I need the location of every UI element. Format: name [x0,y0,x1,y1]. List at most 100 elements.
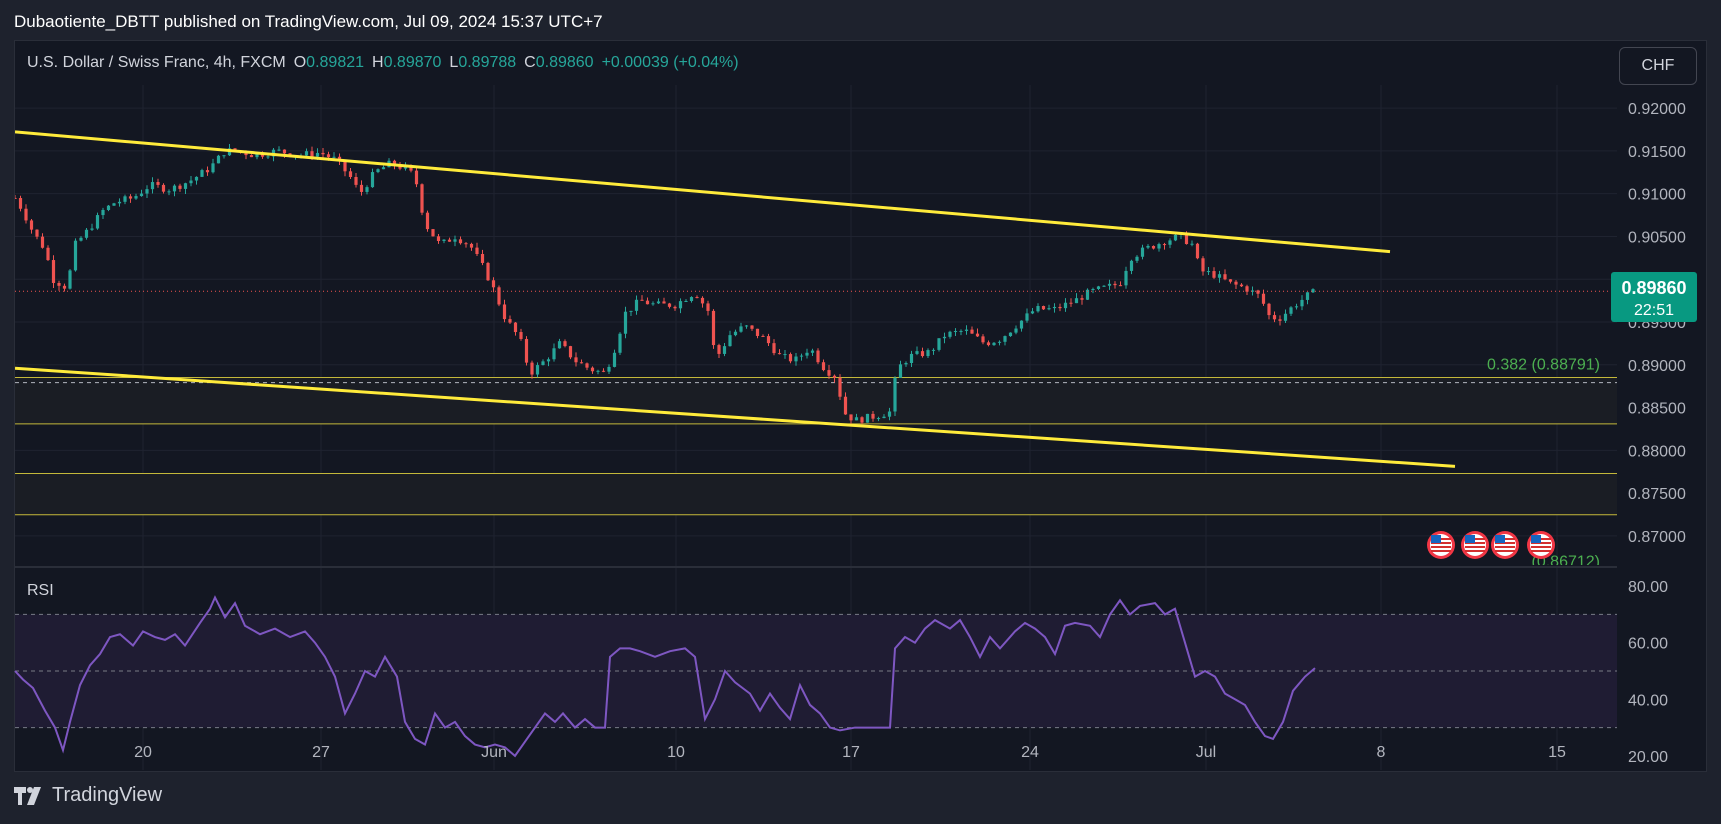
candle-body [1261,293,1266,304]
candle-body [469,243,474,248]
candle-body [904,363,908,365]
candle-body [1019,320,1024,329]
time-tick-label: 27 [312,744,330,761]
candle-body [1135,256,1139,261]
candle-body [1118,285,1123,287]
candle-body [453,239,457,242]
price-tag-box [1611,272,1697,322]
candle-body [35,229,39,237]
candle-body [255,153,259,158]
candle-body [1146,245,1150,248]
publish-info: Dubaotiente_DBTT published on TradingVie… [14,12,603,31]
candle-body [1184,233,1189,245]
candle-body [557,341,562,349]
candle-body [1014,328,1018,333]
currency-button[interactable]: CHF [1619,47,1697,85]
rsi-tick-label: 60.00 [1628,636,1668,653]
candle-body [1162,244,1167,246]
candle-body [321,152,325,155]
candle-body [431,229,435,237]
candle-body [1124,270,1128,286]
candle-body [876,418,881,420]
candle-body [101,209,105,216]
candles [15,144,1617,425]
time-axis[interactable]: 20 27 Jun 10 17 24 Jul 8 15 [134,744,1566,761]
low-label: L [449,54,459,71]
candle-body [1283,313,1288,321]
candle-body [1069,302,1073,304]
candle-body [1300,299,1304,307]
candle-body [68,270,72,289]
candle-body [684,300,688,302]
rsi-tick-label: 20.00 [1628,749,1668,766]
us-flag-icon[interactable] [1461,531,1489,559]
candle-body [579,362,584,364]
time-tick-label: 17 [842,744,860,761]
candle-body [794,356,798,362]
price-tick-label: 0.88000 [1628,443,1686,460]
candle-body [178,185,182,189]
candle-body [167,191,171,193]
us-flag-icon[interactable] [1527,531,1555,559]
candle-body [948,331,952,337]
price-tick-label: 0.91000 [1628,187,1686,204]
candle-body [827,370,831,376]
price-axis[interactable]: 0.920000.915000.910000.905000.900000.895… [1628,101,1686,766]
economic-events[interactable] [1427,531,1555,559]
candle-body [992,342,996,346]
candle-body [359,184,364,192]
candle-body [739,326,743,332]
candle-body [689,297,694,301]
publish-header: Dubaotiente_DBTT published on TradingVie… [0,0,1721,40]
tradingview-footer[interactable]: TradingView [14,784,162,807]
candle-body [145,189,149,194]
high-value: 0.89870 [383,54,442,71]
candle-body [90,228,94,230]
last-price-tag: 0.89860 22:51 [1611,272,1697,322]
us-flag-icon[interactable] [1491,531,1519,559]
candle-body [871,413,875,419]
candle-body [755,328,760,336]
candle-body [953,331,958,333]
symbol-legend[interactable]: U.S. Dollar / Swiss Franc, 4h, FXCM O0.89… [27,54,739,72]
us-flag-icon[interactable] [1427,531,1455,559]
candle-body [695,297,699,299]
candle-body [1212,271,1216,278]
candle-body [1168,240,1172,245]
candle-body [112,203,116,206]
candle-body [508,319,512,323]
candle-body [84,229,89,238]
candle-body [1080,298,1084,300]
change-value: +0.00039 (+0.04%) [601,54,739,71]
trend-channel[interactable] [15,130,1456,468]
candle-body [920,351,925,357]
candle-body [365,187,369,192]
candle-body [1228,279,1233,282]
candle-body [332,156,336,158]
candle-body [1289,307,1293,314]
candle-body [634,299,639,311]
candle-body [843,396,848,415]
candle-body [442,239,446,242]
candle-body [893,377,897,412]
candle-body [673,306,677,309]
candle-body [194,176,199,181]
candle-body [205,170,210,173]
time-tick-label: 20 [134,744,152,761]
candle-body [1107,283,1112,286]
candle-body [667,303,672,307]
candle-body [139,193,144,197]
candle-body [304,151,309,156]
candle-body [717,345,721,354]
candle-body [277,149,281,151]
candle-body [1206,271,1211,273]
candle-body [425,212,430,230]
candle-body [1041,306,1046,310]
candle-body [964,329,969,331]
candle-body [799,355,804,357]
candle-body [535,365,540,375]
rsi-pane: RSI [14,582,1617,758]
candle-body [750,325,754,329]
candle-body [1025,313,1029,321]
